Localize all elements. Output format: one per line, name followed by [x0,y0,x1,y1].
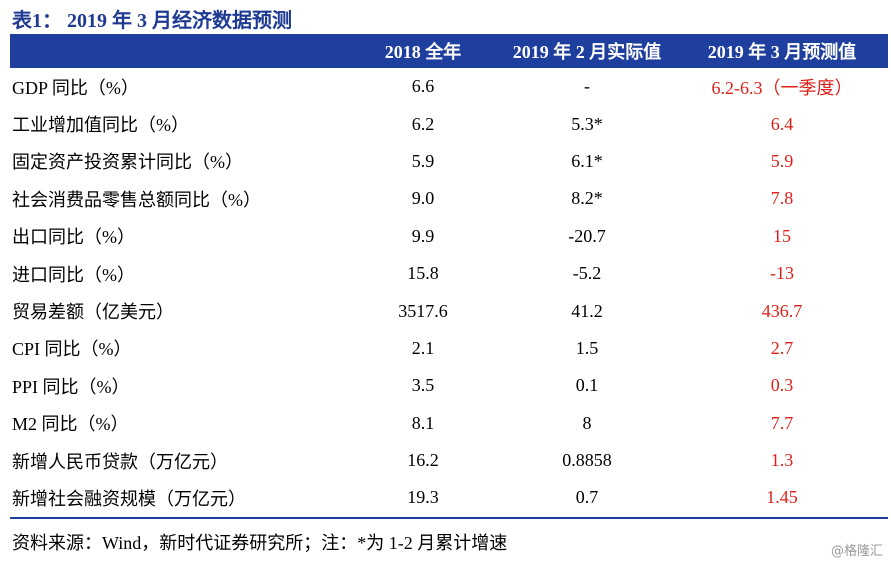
cell: 6.6 [411,76,435,97]
row-label: 出口同比（%） [12,227,135,248]
cell: 7.8 [770,188,794,209]
table-row: PPI 同比（%） 3.5 0.1 0.3 [10,367,888,404]
cell: 16.2 [407,450,439,471]
cell: 8 [582,412,592,433]
table-row: 新增人民币贷款（万亿元） 16.2 0.8858 1.3 [10,442,888,479]
cell: 9.0 [411,188,435,209]
cell: 6.1* [571,150,603,171]
row-label: 贸易差额（亿美元） [12,302,174,323]
cell: 7.7 [770,412,794,433]
source-note: 资料来源：Wind，新时代证券研究所；注：*为 1-2 月累计增速 [12,533,508,553]
cell: 15 [773,225,791,246]
cell: 8.2* [571,188,603,209]
header-cell [10,34,348,68]
cell: 0.8858 [562,450,612,471]
table-title: 表1： 2019 年 3 月经济数据预测 [12,10,292,32]
cell: 8.1 [411,412,435,433]
cell: -13 [770,263,794,284]
cell: 436.7 [761,300,803,321]
cell: 9.9 [411,225,435,246]
row-label: PPI 同比（%） [12,376,130,397]
cell: 1.3 [770,450,794,471]
row-label: 固定资产投资累计同比（%） [12,152,243,173]
cell: 6.4 [770,113,794,134]
cell: 5.9 [411,150,435,171]
row-label: GDP 同比（%） [12,77,139,98]
cell: 1.5 [575,337,599,358]
cell: -5.2 [572,263,602,284]
cell: - [584,76,590,97]
table-row: 贸易差额（亿美元） 3517.6 41.2 436.7 [10,292,888,329]
table-row: 工业增加值同比（%） 6.2 5.3* 6.4 [10,105,888,142]
table-row: GDP 同比（%） 6.6 - 6.2-6.3（一季度） [10,68,888,105]
cell: 3517.6 [398,300,448,321]
row-label: M2 同比（%） [12,414,129,435]
table-row: 固定资产投资累计同比（%） 5.9 6.1* 5.9 [10,143,888,180]
row-label: 新增人民币贷款（万亿元） [12,451,228,472]
row-label: CPI 同比（%） [12,339,132,360]
table-row: 进口同比（%） 15.8 -5.2 -13 [10,255,888,292]
cell: 1.45 [676,479,888,519]
cell: -20.7 [568,225,606,246]
row-label: 社会消费品零售总额同比（%） [12,189,261,210]
header-row: 2018 全年 2019 年 2 月实际值 2019 年 3 月预测值 [10,34,888,68]
cell: 15.8 [407,263,439,284]
table-row: 社会消费品零售总额同比（%） 9.0 8.2* 7.8 [10,180,888,217]
table-row: 新增社会融资规模（万亿元） 19.3 0.7 1.45 [10,479,888,519]
cell: 0.1 [575,375,599,396]
cell: 3.5 [411,375,435,396]
cell: 6.2 [411,113,435,134]
row-label: 进口同比（%） [12,264,135,285]
table-row: M2 同比（%） 8.1 8 7.7 [10,405,888,442]
cell: 41.2 [571,300,603,321]
cell: 6.2-6.3（一季度） [711,77,853,98]
header-cell: 2019 年 3 月预测值 [676,34,888,68]
header-cell: 2019 年 2 月实际值 [498,34,676,68]
row-label: 工业增加值同比（%） [12,115,189,136]
cell: 19.3 [348,479,498,519]
row-label: 新增社会融资规模（万亿元） [10,479,348,519]
table-row: 出口同比（%） 9.9 -20.7 15 [10,218,888,255]
data-table: 2018 全年 2019 年 2 月实际值 2019 年 3 月预测值 GDP 同比… [10,34,888,519]
cell: 2.1 [411,337,435,358]
cell: 5.9 [770,150,794,171]
table-body: GDP 同比（%） 6.6 - 6.2-6.3（一季度） 工业增加值同比（%） 6.2 5.… [10,68,888,519]
cell: 2.7 [770,337,794,358]
header-cell: 2018 全年 [348,34,498,68]
cell: 0.7 [498,479,676,519]
cell: 5.3* [571,113,603,134]
watermark: @格隆汇 [830,544,883,559]
cell: 0.3 [770,375,794,396]
table-row: CPI 同比（%） 2.1 1.5 2.7 [10,330,888,367]
